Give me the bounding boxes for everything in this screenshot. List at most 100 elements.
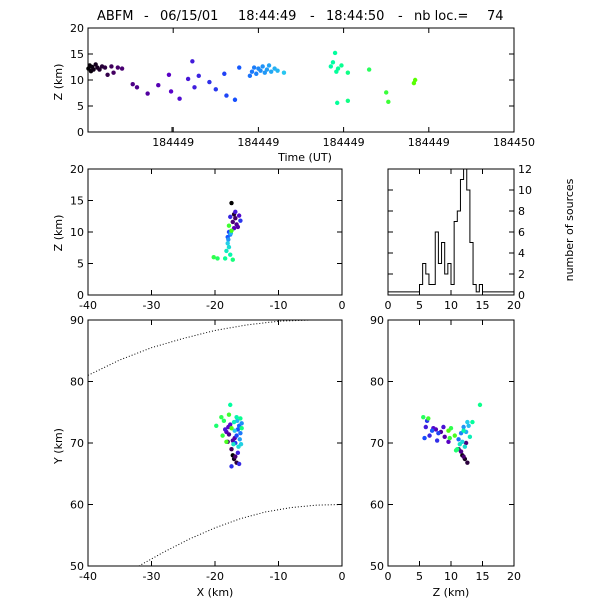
plan-view-source-point <box>239 421 244 426</box>
z-y-source-point <box>463 440 469 446</box>
z-y-source-point <box>461 428 466 433</box>
plan-view-source-point <box>229 446 234 452</box>
x-altitude-source-point <box>235 224 241 230</box>
time-altitude-source-point <box>262 70 267 75</box>
z-y-source-point <box>441 424 446 430</box>
z-y-source-point <box>465 460 470 465</box>
z-y-source-point <box>434 438 440 443</box>
x-altitude-ticks: 0 5 10 15 20 -40 -30 -20 -10 0 <box>70 163 346 312</box>
plan-view-source-point <box>221 418 227 424</box>
time-altitude-source-point <box>264 67 270 72</box>
time-altitude-source-point <box>237 65 242 70</box>
range-ring-lower <box>138 504 343 567</box>
histogram-ytick-label: 2 <box>518 268 525 281</box>
time-altitude-ytick-label: 20 <box>70 22 84 35</box>
z-y-xtick-label: 0 <box>385 570 392 583</box>
time-altitude-xtick-label: 184449 <box>152 136 194 149</box>
histogram-steps <box>388 168 514 293</box>
time-altitude-source-point <box>281 70 287 75</box>
x-altitude-source-point <box>228 252 233 257</box>
time-altitude-ticks: 0 5 10 15 20 184449 184449 184449 184449 184450 <box>70 22 535 149</box>
time-altitude-source-point <box>266 63 272 68</box>
z-y-source-point <box>442 434 447 440</box>
time-altitude-source-point <box>260 64 265 69</box>
title-count: 74 <box>487 9 504 24</box>
z-y-source-point <box>429 428 435 433</box>
plan-view-ytick-label: 90 <box>70 314 84 327</box>
time-altitude-frame <box>87 27 515 133</box>
time-altitude-source-point <box>91 67 96 72</box>
title-station: ABFM <box>97 9 134 24</box>
z-y-source-point <box>477 402 483 408</box>
time-altitude-source-point <box>222 71 227 76</box>
x-altitude-frame <box>87 168 343 296</box>
time-altitude-ytick-label: 10 <box>70 74 84 87</box>
z-y-source-point <box>436 430 441 436</box>
x-altitude-panel: 0 5 10 15 20 -40 -30 -20 -10 0 Z (km) <box>52 163 346 312</box>
plan-view-source-point <box>220 433 225 438</box>
title-end: 18:44:50 <box>326 9 384 24</box>
z-y-source-point <box>470 419 475 425</box>
time-altitude-source-point <box>386 99 391 105</box>
histogram-ytick-label: 10 <box>518 184 532 197</box>
time-altitude-points <box>86 50 418 106</box>
histogram-ytick-label: 4 <box>518 247 525 260</box>
z-y-xlabel: Z (km) <box>433 586 470 599</box>
title-dash-3: - <box>398 9 403 24</box>
z-y-source-point <box>467 434 473 440</box>
time-altitude-source-point <box>384 90 389 95</box>
z-y-source-point <box>456 437 461 442</box>
histogram-xtick-label: 20 <box>507 299 521 312</box>
title-dash-2: - <box>310 9 315 24</box>
time-altitude-source-point <box>166 72 172 78</box>
time-altitude-source-point <box>196 73 201 79</box>
time-altitude-ylabel: Z (km) <box>52 64 65 101</box>
z-y-ticks: 50 60 70 80 90 0 5 10 15 20 <box>370 314 521 583</box>
time-altitude-source-point <box>156 83 161 88</box>
plan-view-source-point <box>232 428 237 433</box>
z-y-xtick-label: 20 <box>507 570 521 583</box>
plan-view-ticks: 50 60 70 80 90 -40 -30 -20 -10 0 <box>70 314 346 583</box>
x-altitude-source-point <box>211 255 216 260</box>
histogram-ytick-label: 12 <box>518 163 532 176</box>
histogram-xtick-label: 5 <box>416 299 423 312</box>
time-altitude-source-point <box>339 63 344 68</box>
z-y-source-point <box>461 424 466 430</box>
time-altitude-xtick-label: 184449 <box>237 136 279 149</box>
plan-view-points <box>214 402 244 469</box>
altitude-histogram-panel: 0 2 4 6 8 10 12 0 5 10 15 20 number of sources <box>385 163 577 312</box>
x-altitude-source-point <box>233 209 238 215</box>
time-altitude-source-point <box>207 79 212 85</box>
plan-view-source-point <box>235 450 241 456</box>
z-y-source-point <box>453 448 459 453</box>
plan-view-source-point <box>226 412 232 417</box>
z-y-source-point <box>461 454 466 459</box>
x-altitude-xtick-label: -40 <box>79 299 97 312</box>
z-y-source-point <box>457 442 463 447</box>
time-altitude-source-point <box>335 100 340 106</box>
z-y-ytick-label: 70 <box>370 437 384 450</box>
x-altitude-source-point <box>224 248 229 254</box>
title-start: 18:44:49 <box>238 9 296 24</box>
x-altitude-xtick-label: -20 <box>206 299 224 312</box>
z-y-xtick-label: 10 <box>444 570 458 583</box>
plan-view-source-point <box>233 454 238 459</box>
time-altitude-source-point <box>247 73 253 79</box>
time-altitude-source-point <box>258 68 263 73</box>
plan-view-source-point <box>214 423 219 428</box>
z-y-points <box>421 402 483 465</box>
histogram-xtick-label: 10 <box>444 299 458 312</box>
x-altitude-ytick-label: 5 <box>77 258 84 271</box>
time-altitude-source-point <box>412 77 418 83</box>
time-altitude-source-point <box>251 65 257 70</box>
plan-view-source-point <box>234 414 239 420</box>
x-altitude-ytick-label: 15 <box>70 195 84 208</box>
time-altitude-source-point <box>345 98 351 104</box>
plan-view-frame <box>87 319 343 567</box>
plan-view-source-point <box>239 426 244 431</box>
x-altitude-source-point <box>226 237 231 242</box>
time-altitude-source-point <box>130 81 135 87</box>
z-y-source-point <box>423 424 428 430</box>
time-altitude-source-point <box>275 68 280 73</box>
plan-view-source-point <box>238 416 243 421</box>
